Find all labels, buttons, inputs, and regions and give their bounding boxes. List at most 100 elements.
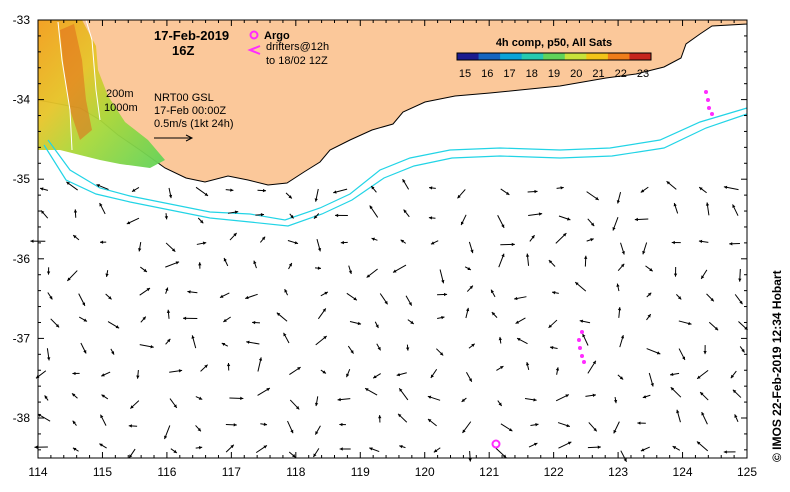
current-vector [227,210,239,214]
current-vector [496,365,504,371]
current-vector [516,337,528,345]
argo-float-marker-icon [491,439,501,449]
current-vector [313,213,320,220]
current-vector [183,316,198,320]
current-vector [399,445,406,449]
current-vector [200,364,209,372]
current-vector [257,387,271,396]
current-vector [698,239,709,244]
drifters-legend-line2: to 18/02 12Z [266,55,328,67]
current-vector [140,266,148,273]
drifters-legend-line1: drifters@12h [266,41,329,53]
current-vector [587,445,601,449]
current-vector [703,345,707,355]
current-vector [739,346,745,353]
current-vector [700,269,708,280]
current-vector [738,269,742,282]
current-vector [187,290,198,294]
current-vector [366,268,378,278]
current-vector [551,291,559,295]
current-vector [225,444,235,453]
current-vector [427,395,441,401]
current-vector [314,266,322,270]
colorbar-tick-label: 21 [592,68,604,80]
current-vector [101,371,111,377]
current-vector [165,242,176,252]
current-vector [500,423,513,432]
current-vector [314,188,319,202]
current-vector [620,450,627,463]
current-vector [195,186,209,197]
colorbar-segment [521,53,544,60]
current-vector [72,447,79,452]
lat-tick-label: -36 [13,252,31,266]
current-vector [349,320,362,326]
current-vector [225,188,234,192]
scale-arrow-icon [154,134,194,142]
colorbar-border [456,52,652,61]
argo-track-east [704,90,714,116]
current-vector [617,263,625,271]
current-vector [255,445,268,454]
current-vector [436,348,444,356]
current-vector [168,187,173,199]
current-vector [696,369,709,380]
current-vector [287,420,294,434]
current-vector [101,394,109,400]
colorbar-title: 4h comp, p50, All Sats [496,37,612,49]
current-vector [430,240,439,245]
current-vector [71,393,78,399]
contour-west-a [85,19,101,121]
current-vector [497,400,503,407]
current-vector [289,213,294,219]
current-vector [734,414,739,423]
current-vector [574,281,587,292]
product-time: 17-Feb 00:00Z [154,105,226,117]
current-vector [78,316,88,322]
lon-tick-label: 115 [93,465,112,479]
colorbar-segment [629,53,652,60]
contour-west-b [57,21,73,151]
current-vector [191,335,197,349]
current-vector [729,242,740,246]
current-vector [229,232,238,241]
current-vector [339,447,351,451]
current-vector [348,265,353,275]
current-vector [223,257,229,267]
current-vector [320,369,327,374]
current-vector [370,185,377,193]
colorbar-tick-label: 16 [481,68,493,80]
current-vector [347,345,354,354]
current-vector [165,338,171,345]
current-vector [346,292,358,301]
current-vector [678,320,692,326]
current-vector [164,213,169,220]
current-vector [170,448,178,454]
current-vector [369,447,380,453]
current-vector [99,202,106,215]
current-vector [548,319,558,329]
current-vector [46,267,51,275]
current-vector [312,448,320,458]
current-vector [72,371,80,376]
current-vector [555,394,570,402]
lon-tick-label: 121 [479,465,499,479]
current-vector [468,343,476,349]
current-vector [283,332,290,344]
current-vector [640,446,650,452]
current-vector [252,320,261,325]
current-vector [400,239,407,244]
current-vector [40,210,49,219]
current-vector [706,293,715,302]
current-vector [699,391,709,401]
current-vector [637,421,646,425]
current-vector [47,292,53,300]
current-vector [316,239,322,252]
current-vector [646,313,652,321]
drifter-chevron-icon [247,45,261,55]
current-vector [465,307,470,319]
current-vector [468,241,474,254]
current-vector [333,188,348,194]
current-vector [379,293,388,305]
